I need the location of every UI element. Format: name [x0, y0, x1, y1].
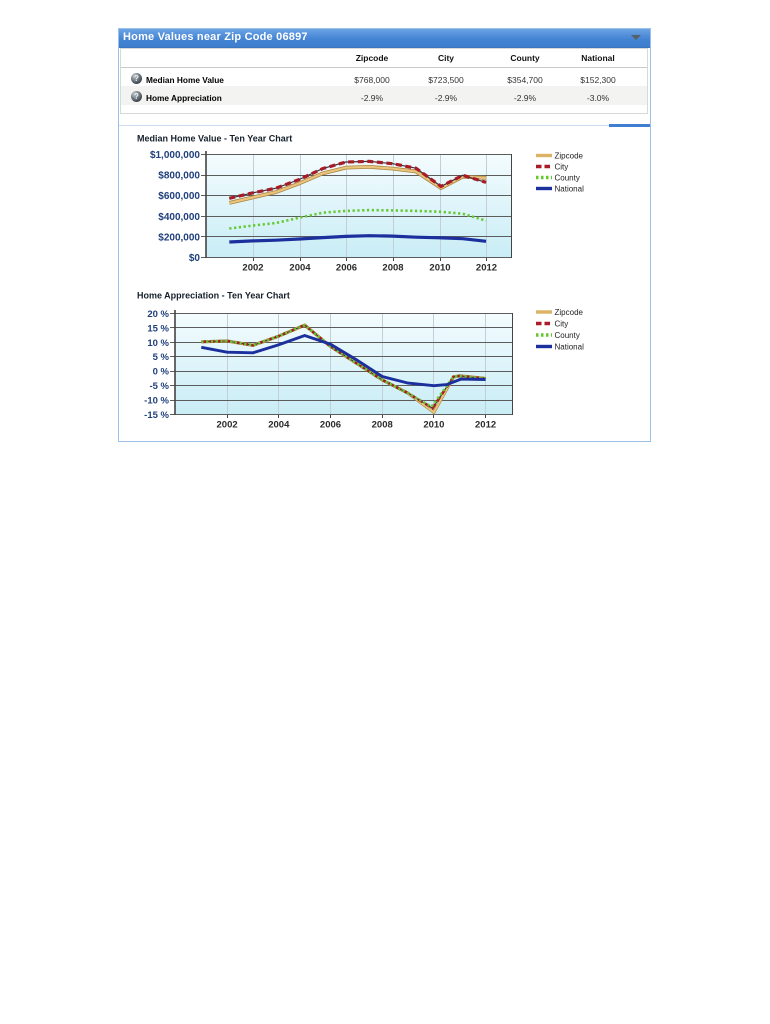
svg-text:2006: 2006 [320, 420, 341, 431]
svg-text:2008: 2008 [372, 420, 393, 431]
svg-text:$400,000: $400,000 [158, 212, 200, 223]
svg-text:National: National [555, 185, 585, 194]
svg-text:2010: 2010 [423, 420, 444, 431]
svg-text:$600,000: $600,000 [158, 191, 200, 202]
svg-text:2002: 2002 [242, 263, 263, 274]
svg-text:20 %: 20 % [147, 309, 169, 320]
svg-text:Zipcode: Zipcode [555, 308, 584, 317]
svg-text:-5 %: -5 % [149, 381, 169, 392]
svg-text:5 %: 5 % [153, 352, 170, 363]
svg-text:2004: 2004 [268, 420, 290, 431]
svg-text:Median Home Value - Ten Year C: Median Home Value - Ten Year Chart [137, 134, 292, 144]
svg-text:City: City [555, 163, 569, 172]
svg-text:$200,000: $200,000 [158, 232, 200, 243]
svg-text:$0: $0 [189, 253, 201, 264]
svg-text:2002: 2002 [217, 420, 238, 431]
svg-text:Home Appreciation - Ten Year C: Home Appreciation - Ten Year Chart [137, 291, 290, 301]
svg-text:10 %: 10 % [147, 338, 169, 349]
svg-text:National: National [555, 343, 585, 352]
svg-text:0 %: 0 % [153, 367, 170, 378]
svg-text:$800,000: $800,000 [158, 171, 200, 182]
svg-text:$1,000,000: $1,000,000 [150, 150, 200, 161]
svg-text:15 %: 15 % [147, 323, 169, 334]
svg-text:-10 %: -10 % [144, 396, 169, 407]
svg-text:-15 %: -15 % [144, 410, 169, 421]
svg-text:County: County [555, 331, 580, 340]
svg-text:County: County [555, 174, 580, 183]
svg-text:City: City [555, 320, 569, 329]
svg-text:2008: 2008 [382, 263, 403, 274]
svg-text:2010: 2010 [429, 263, 450, 274]
svg-text:Zipcode: Zipcode [555, 152, 584, 161]
svg-text:2004: 2004 [289, 263, 311, 274]
svg-text:2012: 2012 [475, 420, 496, 431]
svg-text:2006: 2006 [336, 263, 357, 274]
svg-text:2012: 2012 [476, 263, 497, 274]
